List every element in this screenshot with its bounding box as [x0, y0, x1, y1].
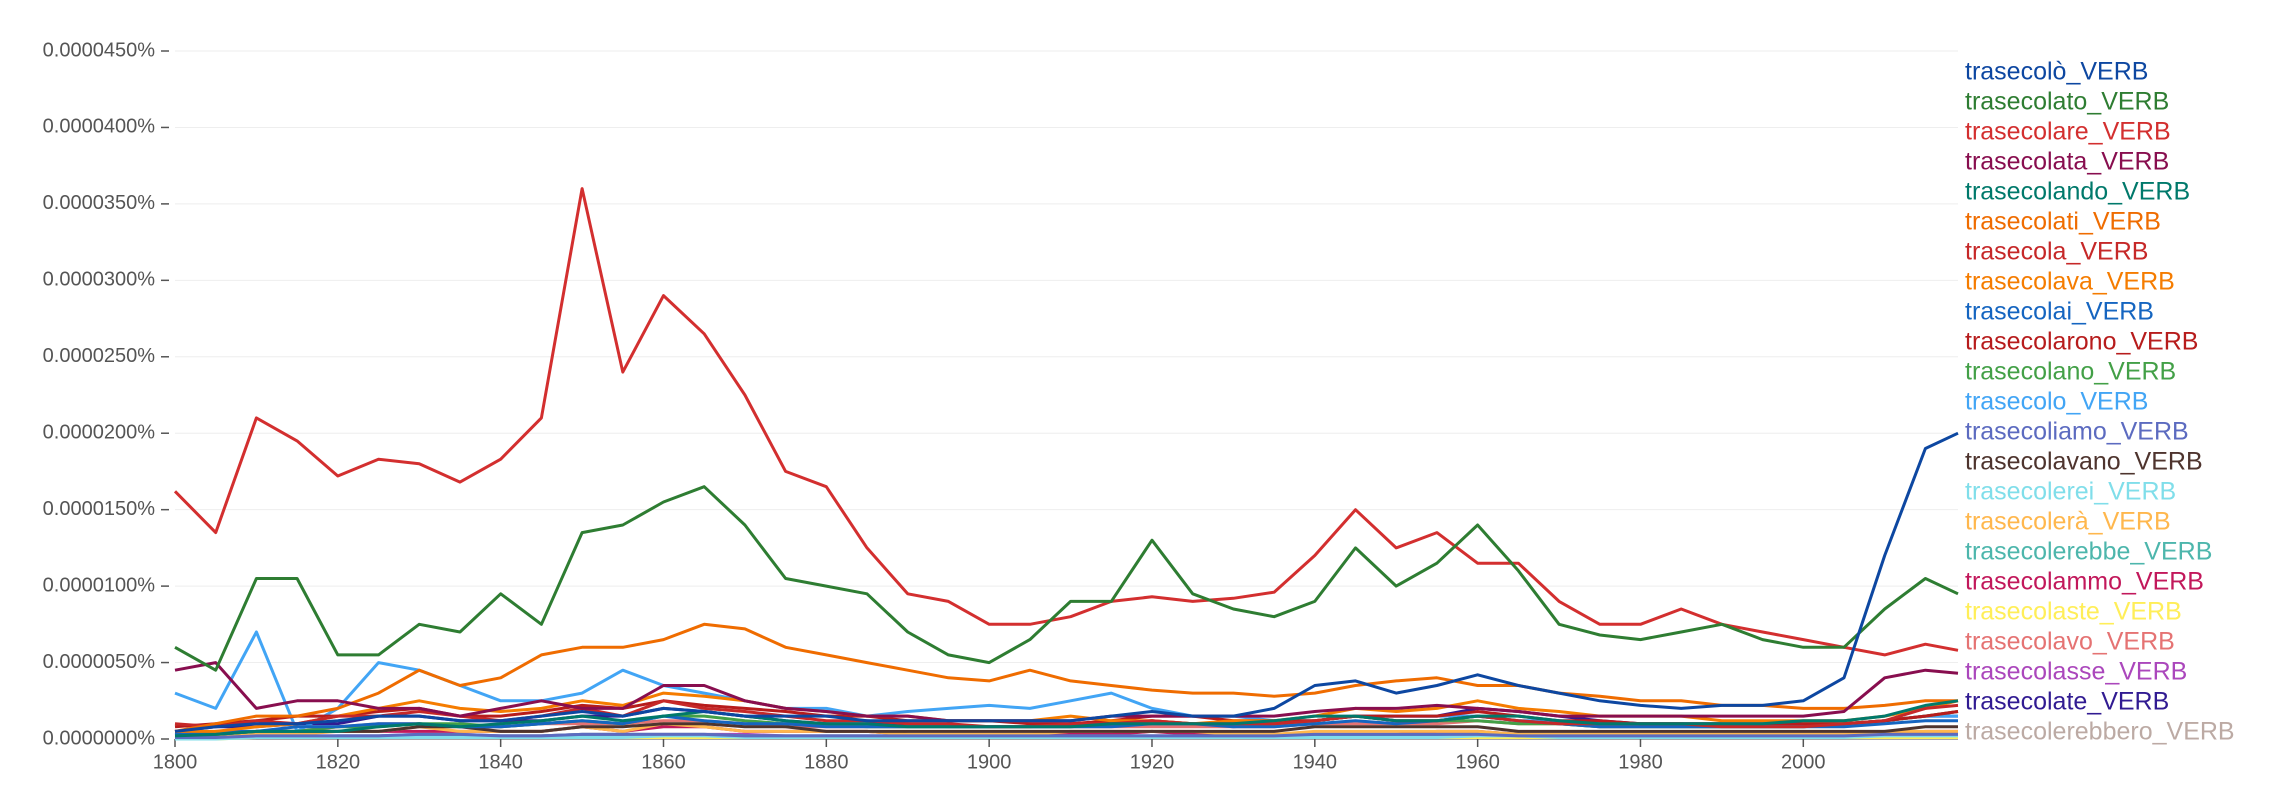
legend-entry: trasecolasse_VERB	[1965, 658, 2187, 686]
series-line	[174, 722, 1958, 738]
y-tick-label: 0.0000350%	[43, 192, 156, 214]
x-tick-label: 1920	[1130, 751, 1175, 773]
y-tick-label: 0.0000400%	[43, 116, 156, 138]
legend-entry: trasecolerà_VERB	[1965, 508, 2171, 536]
y-tick-label: 0.0000250%	[43, 345, 156, 367]
y-tick-label: 0.0000300%	[43, 269, 156, 291]
y-tick-label: 0.0000450%	[43, 39, 156, 61]
legend-entry: trasecolaste_VERB	[1965, 598, 2182, 626]
series-line	[174, 485, 1959, 672]
legend-entry: trasecolerebbero_VERB	[1965, 718, 2235, 746]
x-tick-label: 1960	[1455, 751, 1500, 773]
legend-entry: trasecolerei_VERB	[1965, 478, 2176, 506]
y-tick-label: 0.0000050%	[43, 651, 156, 673]
legend-entry: trasecolammo_VERB	[1965, 568, 2204, 596]
legend-entry: trasecolando_VERB	[1965, 178, 2190, 206]
legend-entry: trasecolerebbe_VERB	[1965, 538, 2212, 566]
y-tick-label: 0.0000000%	[43, 727, 156, 749]
legend-entry: trasecolo_VERB	[1965, 388, 2148, 416]
x-tick-label: 2000	[1781, 751, 1826, 773]
y-tick-label: 0.0000100%	[43, 574, 156, 596]
x-tick-label: 1820	[316, 751, 361, 773]
legend-entry: trasecolarono_VERB	[1965, 328, 2198, 356]
x-tick-label: 1840	[478, 751, 523, 773]
legend-entry: trasecola_VERB	[1965, 238, 2148, 266]
series-line	[174, 431, 1959, 733]
legend-entry: trasecolato_VERB	[1965, 88, 2169, 116]
series-line	[175, 734, 1958, 741]
x-tick-label: 1980	[1618, 751, 1663, 773]
y-tick-label: 0.0000150%	[43, 498, 156, 520]
series-line	[174, 622, 1958, 733]
legend-entry: trasecolò_VERB	[1965, 58, 2148, 86]
series-line	[174, 661, 1959, 723]
series-line	[175, 732, 1958, 739]
y-tick-label: 0.0000200%	[43, 422, 156, 444]
x-tick-label: 1940	[1293, 751, 1338, 773]
legend-entry: trasecolai_VERB	[1965, 298, 2154, 326]
legend-entry: trasecolati_VERB	[1965, 208, 2161, 236]
legend-entry: trasecolate_VERB	[1965, 688, 2169, 716]
legend-entry: trasecolano_VERB	[1965, 358, 2176, 386]
x-tick-label: 1900	[967, 751, 1012, 773]
legend-entry: trasecolata_VERB	[1965, 148, 2169, 176]
legend-entry: trasecolavano_VERB	[1965, 448, 2203, 476]
series-line	[173, 187, 1959, 657]
x-tick-label: 1880	[804, 751, 849, 773]
legend-entry: trasecoliamo_VERB	[1965, 418, 2189, 446]
legend-entry: trasecolavo_VERB	[1965, 628, 2175, 656]
x-tick-label: 1800	[153, 751, 198, 773]
x-tick-label: 1860	[641, 751, 686, 773]
legend-entry: trasecolava_VERB	[1965, 268, 2175, 296]
legend-entry: trasecolare_VERB	[1965, 118, 2171, 146]
series-line	[174, 699, 1959, 738]
